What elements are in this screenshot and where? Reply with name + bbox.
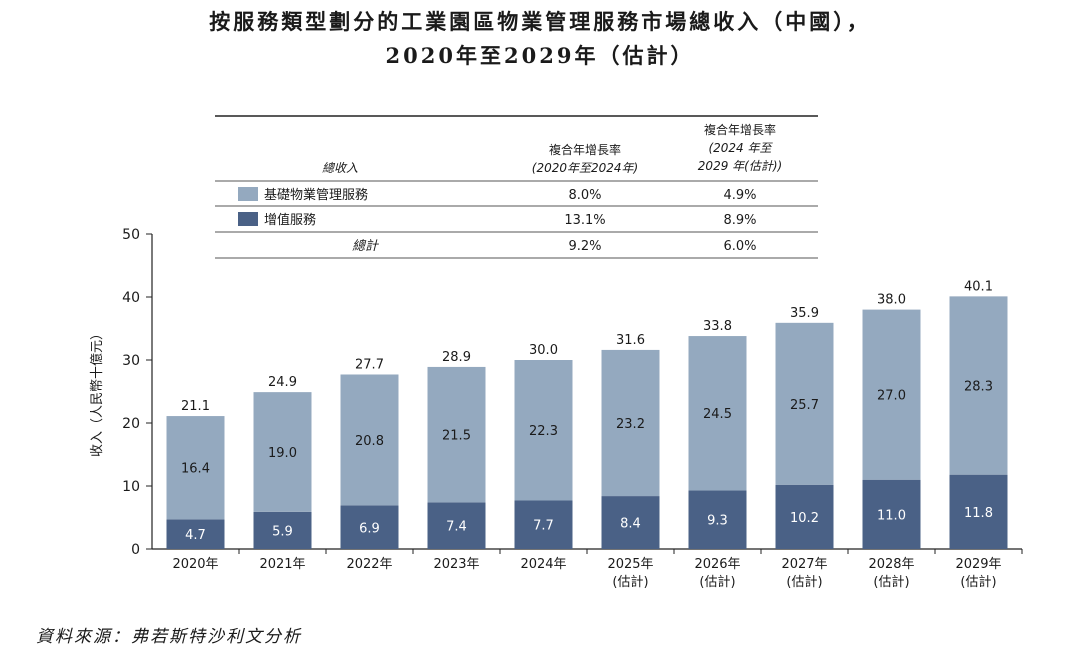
x-tick-sublabel: (估計) [699, 574, 735, 590]
bar-total-label: 21.1 [181, 399, 210, 414]
bar-value-label-value-added: 4.7 [185, 528, 206, 543]
bar-total-label: 30.0 [529, 343, 558, 358]
bar-value-label-value-added: 6.9 [359, 521, 380, 536]
x-tick-sublabel: (估計) [960, 574, 996, 590]
bar-value-label-basic: 22.3 [529, 424, 558, 439]
y-tick-label: 20 [122, 416, 140, 432]
y-tick-label: 0 [131, 542, 140, 558]
bar-value-label-basic: 28.3 [964, 380, 993, 395]
bar-total-label: 31.6 [616, 333, 645, 348]
bar-value-label-value-added: 7.7 [533, 519, 554, 534]
bar-value-label-value-added: 11.0 [877, 508, 906, 523]
bar-value-label-value-added: 10.2 [790, 511, 819, 526]
table-cagr2-value: 4.9% [723, 188, 756, 203]
table-cagr1-value: 13.1% [564, 213, 605, 228]
x-tick-sublabel: (估計) [786, 574, 822, 590]
bar-value-label-value-added: 8.4 [620, 517, 641, 532]
bar-value-label-basic: 20.8 [355, 434, 384, 449]
table-row-label: 增值服務 [264, 212, 316, 228]
y-tick-label: 50 [122, 227, 140, 243]
source-note: 資料來源：弗若斯特沙利文分析 [36, 622, 302, 647]
y-tick-label: 40 [122, 290, 140, 306]
x-tick-label: 2029年 [955, 557, 1001, 572]
legend-swatch-basic [238, 187, 258, 201]
table-header-cagr2-line2: (2024 年至 [708, 141, 773, 155]
x-tick-label: 2024年 [520, 557, 566, 572]
bar-value-label-basic: 24.5 [703, 407, 732, 422]
bar-total-label: 24.9 [268, 375, 297, 390]
legend-swatch-value_added [238, 212, 258, 226]
y-axis-label: 收入（人民幣十億元） [89, 327, 105, 457]
bar-value-label-value-added: 9.3 [707, 514, 728, 529]
bar-total-label: 27.7 [355, 357, 384, 372]
bar-value-label-basic: 19.0 [268, 446, 297, 461]
bar-value-label-value-added: 5.9 [272, 524, 293, 539]
x-tick-label: 2027年 [781, 557, 827, 572]
chart-canvas: 總收入 複合年增長率 (2020年至2024年) 複合年增長率 (2024 年至 2029… [0, 0, 1080, 659]
x-tick-label: 2025年 [607, 557, 653, 572]
y-tick-label: 30 [122, 353, 140, 369]
table-row-label-total: 總計 [352, 239, 380, 254]
x-tick-sublabel: (估計) [612, 574, 648, 590]
bar-total-label: 38.0 [877, 293, 906, 308]
bar-value-label-basic: 25.7 [790, 398, 819, 413]
x-tick-label: 2023年 [433, 557, 479, 572]
table-header-cagr1-line2: (2020年至2024年) [532, 161, 638, 175]
bar-value-label-basic: 23.2 [616, 417, 645, 432]
table-cagr2-value: 8.9% [723, 213, 756, 228]
bar-total-label: 40.1 [964, 279, 993, 294]
bar-value-label-basic: 27.0 [877, 389, 906, 404]
x-tick-label: 2028年 [868, 557, 914, 572]
x-tick-sublabel: (估計) [873, 574, 909, 590]
y-tick-label: 10 [122, 479, 140, 495]
bar-total-label: 35.9 [790, 306, 819, 321]
x-tick-label: 2022年 [346, 557, 392, 572]
bar-value-label-basic: 16.4 [181, 462, 210, 477]
x-tick-label: 2021年 [259, 557, 305, 572]
table-row-label: 基礎物業管理服務 [264, 187, 368, 203]
table-header-total: 總收入 [322, 161, 358, 175]
bar-value-label-value-added: 7.4 [446, 520, 467, 535]
bar-value-label-basic: 21.5 [442, 429, 471, 444]
table-cagr2-value: 6.0% [723, 239, 756, 254]
table-cagr1-value: 9.2% [568, 239, 601, 254]
table-header-cagr2-line1: 複合年增長率 [704, 122, 776, 137]
bar-total-label: 28.9 [442, 350, 471, 365]
table-header-cagr2-line3: 2029 年(估計)) [698, 159, 782, 173]
bar-value-label-value-added: 11.8 [964, 506, 993, 521]
table-header-cagr1-line1: 複合年增長率 [549, 142, 621, 157]
x-tick-label: 2026年 [694, 557, 740, 572]
table-cagr1-value: 8.0% [568, 188, 601, 203]
x-tick-label: 2020年 [172, 557, 218, 572]
bar-total-label: 33.8 [703, 319, 732, 334]
